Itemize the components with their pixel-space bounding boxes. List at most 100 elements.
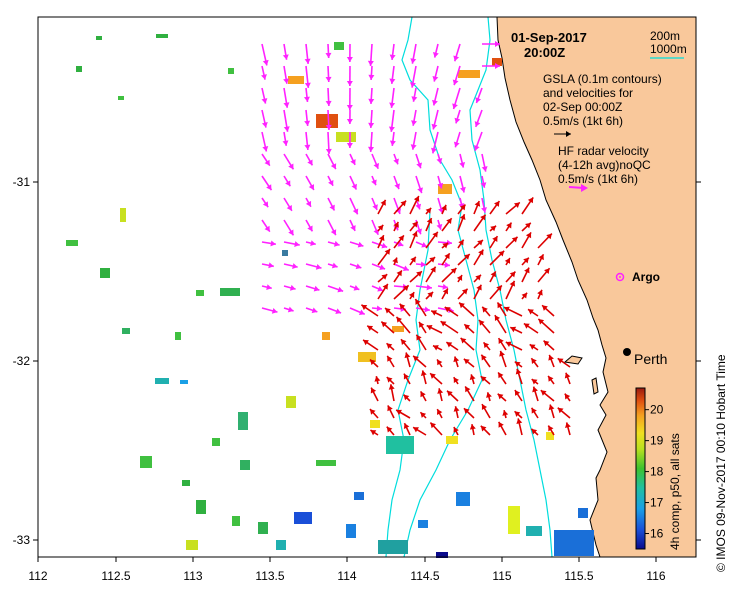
- sst-patch: [140, 456, 152, 468]
- legend-gsla-scale: 0.5m/s (1kt 6h): [543, 114, 623, 128]
- gsla-arrow: [346, 43, 353, 63]
- gsla-arrow: [371, 263, 386, 271]
- hf-arrow: [529, 343, 539, 351]
- hf-arrow: [489, 271, 497, 283]
- hf-arrow: [393, 269, 403, 283]
- sst-patch: [180, 380, 188, 384]
- gsla-arrow: [305, 240, 316, 247]
- y-tick-label: -32: [13, 354, 31, 368]
- hf-arrow: [441, 267, 457, 283]
- hf-arrow: [437, 388, 444, 402]
- hf-arrow: [505, 271, 516, 283]
- gsla-arrow: [282, 43, 289, 60]
- hf-arrow: [377, 273, 388, 283]
- colorbar-tick-label: 18: [650, 465, 664, 479]
- hf-arrow: [489, 200, 501, 215]
- gsla-arrow: [459, 153, 466, 168]
- hf-arrow: [564, 393, 571, 402]
- hf-arrow: [395, 316, 411, 334]
- hf-arrow: [521, 232, 532, 249]
- hf-arrow: [565, 422, 571, 436]
- sst-patch: [100, 268, 110, 278]
- gsla-arrow: [327, 240, 340, 247]
- gsla-arrow: [368, 87, 375, 105]
- gsla-arrow: [283, 153, 295, 170]
- hf-arrow: [531, 378, 539, 385]
- hf-arrow: [530, 357, 539, 368]
- hf-arrow: [523, 322, 539, 334]
- hf-arrow: [521, 257, 530, 266]
- gsla-arrow: [283, 197, 293, 212]
- hf-arrow: [395, 409, 411, 419]
- hf-arrow: [415, 334, 427, 351]
- gsla-arrow: [432, 65, 439, 82]
- gsla-arrow: [305, 263, 322, 270]
- gsla-arrow: [415, 261, 427, 268]
- hf-arrow: [540, 389, 555, 402]
- hf-arrow: [497, 393, 507, 402]
- sst-patch: [76, 66, 82, 72]
- hf-arrow: [478, 319, 491, 334]
- sst-colorbar: [635, 387, 646, 550]
- hf-arrow: [441, 217, 453, 232]
- hf-arrow: [408, 291, 415, 300]
- hf-arrow: [430, 310, 443, 317]
- gsla-arrow: [431, 131, 439, 154]
- gsla-arrow: [481, 153, 488, 172]
- sst-patch: [526, 526, 542, 536]
- sst-patch: [322, 332, 330, 340]
- gsla-arrow: [454, 109, 461, 124]
- hf-arrow: [463, 323, 475, 334]
- gsla-arrow: [349, 307, 366, 316]
- hf-arrow: [456, 274, 463, 283]
- sst-patch: [156, 34, 168, 38]
- sst-patch: [196, 500, 206, 514]
- hf-arrow: [489, 250, 505, 266]
- hf-arrow: [541, 304, 555, 317]
- hf-arrow: [521, 196, 534, 215]
- gsla-arrow: [325, 43, 332, 59]
- hf-arrow: [497, 337, 507, 351]
- sst-patch: [155, 378, 169, 384]
- contour-deep: [385, 209, 431, 558]
- hf-arrow: [521, 267, 530, 283]
- hf-arrow: [380, 321, 395, 334]
- sst-patch: [66, 240, 78, 246]
- hf-arrow: [453, 406, 460, 419]
- sst-patch: [232, 516, 240, 526]
- hf-arrow: [469, 424, 476, 436]
- legend-hf-scale: 0.5m/s (1kt 6h): [558, 172, 638, 186]
- gsla-arrow: [261, 175, 273, 191]
- gsla-arrow: [475, 87, 483, 104]
- hf-arrow: [386, 426, 395, 436]
- hf-arrow: [527, 308, 539, 317]
- gsla-arrow: [415, 284, 432, 291]
- hf-arrow: [404, 352, 411, 368]
- gsla-arrow: [415, 241, 428, 248]
- hf-arrow: [505, 280, 516, 300]
- hf-arrow: [412, 355, 427, 368]
- legend-contour-200: 200m: [650, 29, 680, 43]
- hf-arrow: [547, 375, 555, 385]
- gsla-arrow: [282, 131, 289, 146]
- gsla-arrow: [261, 262, 274, 269]
- gsla-arrow: [261, 65, 267, 80]
- hf-arrow: [499, 350, 507, 368]
- gsla-arrow: [473, 131, 483, 152]
- sst-patch: [554, 530, 594, 556]
- gsla-arrow: [304, 131, 311, 150]
- hf-arrow: [482, 341, 491, 351]
- gsla-arrow: [327, 153, 337, 170]
- hf-arrow: [530, 428, 539, 436]
- gsla-arrow: [346, 65, 353, 87]
- hf-arrow: [384, 307, 395, 317]
- sst-patch: [238, 412, 248, 430]
- gsla-arrow: [325, 65, 332, 83]
- gsla-arrow: [349, 153, 356, 166]
- sst-patch: [392, 326, 404, 332]
- hf-arrow: [521, 292, 528, 300]
- hf-arrow: [392, 257, 398, 266]
- gsla-arrow: [368, 65, 375, 81]
- hf-arrow: [425, 256, 436, 266]
- gsla-arrow: [327, 262, 338, 269]
